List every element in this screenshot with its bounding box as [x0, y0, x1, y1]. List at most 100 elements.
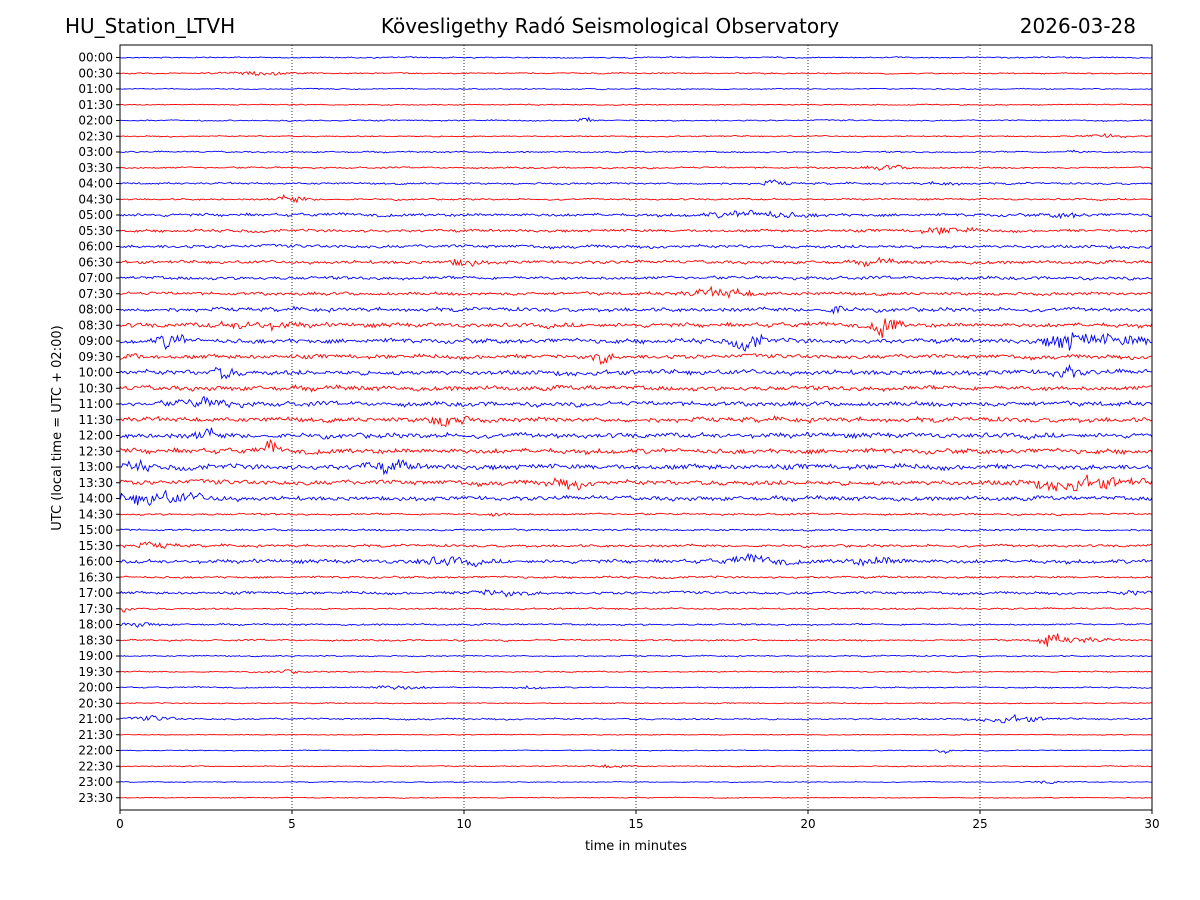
- y-tick-label: 22:00: [78, 744, 113, 758]
- trace-row: [119, 209, 1153, 220]
- trace-row: [119, 395, 1153, 409]
- y-tick-label: 08:00: [78, 303, 113, 317]
- y-tick-label: 22:30: [78, 759, 113, 773]
- trace-row: [119, 633, 1153, 647]
- y-tick-label: 13:00: [78, 460, 113, 474]
- trace-row: [119, 363, 1153, 380]
- y-tick-label: 00:00: [78, 51, 113, 65]
- grid-lines: [291, 45, 981, 810]
- trace-row: [119, 427, 1153, 440]
- y-tick-label: 04:00: [78, 177, 113, 191]
- trace-row: [119, 164, 1153, 172]
- trace-row: [119, 70, 1153, 77]
- trace-row: [119, 458, 1153, 476]
- y-tick-label: 08:30: [78, 318, 113, 332]
- trace-row: [119, 575, 1153, 580]
- trace-row: [119, 226, 1153, 236]
- y-tick-label: 19:30: [78, 665, 113, 679]
- y-tick-label: 00:30: [78, 66, 113, 80]
- trace-row: [119, 103, 1153, 106]
- y-tick-label: 01:30: [78, 98, 113, 112]
- trace-row: [119, 780, 1153, 784]
- y-tick-label: 07:30: [78, 287, 113, 301]
- y-tick-label: 15:30: [78, 539, 113, 553]
- trace-row: [119, 56, 1153, 59]
- y-tick-label: 23:30: [78, 791, 113, 805]
- x-tick-label: 20: [800, 817, 815, 831]
- trace-row: [119, 438, 1153, 456]
- x-tick-label: 10: [456, 817, 471, 831]
- x-axis-label: time in minutes: [585, 839, 687, 854]
- y-tick-label: 16:30: [78, 570, 113, 584]
- trace-row: [119, 415, 1153, 428]
- trace-row: [119, 685, 1153, 691]
- y-tick-label: 10:30: [78, 381, 113, 395]
- y-tick-label: 06:00: [78, 240, 113, 254]
- trace-row: [119, 654, 1153, 658]
- y-tick-label: 19:00: [78, 649, 113, 663]
- y-tick-label: 10:00: [78, 366, 113, 380]
- trace-row: [120, 116, 1153, 123]
- y-tick-label: 09:30: [78, 350, 113, 364]
- y-tick-label: 11:30: [78, 413, 113, 427]
- trace-row: [119, 796, 1153, 799]
- y-tick-label: 12:30: [78, 444, 113, 458]
- x-axis: 0 5 10 15 20 25 30: [116, 810, 1160, 831]
- y-tick-label: 01:00: [78, 82, 113, 96]
- trace-row: [119, 384, 1153, 393]
- trace-row: [119, 489, 1153, 506]
- y-tick-label: 18:00: [78, 618, 113, 632]
- y-tick-label: 17:30: [78, 602, 113, 616]
- y-tick-label: 15:00: [78, 523, 113, 537]
- y-tick-label: 14:30: [78, 507, 113, 521]
- x-tick-label: 25: [972, 817, 987, 831]
- trace-row: [119, 702, 1153, 705]
- trace-row: [119, 87, 1153, 91]
- y-tick-label: 03:30: [78, 161, 113, 175]
- trace-row: [119, 305, 1153, 315]
- trace-row: [119, 528, 1153, 532]
- trace-row: [119, 622, 1153, 628]
- trace-row: [119, 318, 1153, 339]
- y-tick-label: 04:30: [78, 192, 113, 206]
- trace-row: [119, 149, 1153, 154]
- station-label: HU_Station_LTVH: [65, 14, 236, 38]
- trace-row: [119, 669, 1153, 675]
- trace-row: [119, 589, 1153, 598]
- trace-row: [119, 194, 1153, 204]
- x-tick-label: 5: [288, 817, 296, 831]
- y-tick-label: 12:00: [78, 429, 113, 443]
- trace-row: [119, 332, 1153, 352]
- trace-row: [119, 243, 1153, 250]
- trace-row: [119, 133, 1153, 138]
- trace-row: [119, 512, 1153, 517]
- y-tick-label: 07:00: [78, 271, 113, 285]
- x-tick-label: 15: [628, 817, 643, 831]
- trace-row: [119, 749, 1153, 754]
- y-tick-label: 21:00: [78, 712, 113, 726]
- y-tick-label: 18:30: [78, 633, 113, 647]
- y-tick-label: 13:30: [78, 476, 113, 490]
- chart-title: Kövesligethy Radó Seismological Observat…: [380, 14, 840, 38]
- trace-row: [119, 607, 1153, 613]
- trace-rows: [119, 56, 1153, 799]
- y-axis-label: UTC (local time = UTC + 02:00): [50, 325, 65, 530]
- trace-row: [119, 552, 1153, 568]
- trace-row: [119, 352, 1153, 366]
- y-tick-label: 23:00: [78, 775, 113, 789]
- trace-row: [119, 763, 1153, 769]
- y-tick-label: 17:00: [78, 586, 113, 600]
- trace-row: [119, 541, 1153, 550]
- trace-row: [119, 713, 1153, 724]
- y-tick-label: 20:30: [78, 696, 113, 710]
- x-tick-label: 0: [116, 817, 124, 831]
- y-tick-label: 02:30: [78, 129, 113, 143]
- trace-row: [119, 733, 1153, 736]
- trace-row: [119, 474, 1153, 492]
- y-tick-label: 21:30: [78, 728, 113, 742]
- y-tick-label: 16:00: [78, 555, 113, 569]
- y-tick-label: 11:00: [78, 397, 113, 411]
- trace-row: [120, 275, 1153, 281]
